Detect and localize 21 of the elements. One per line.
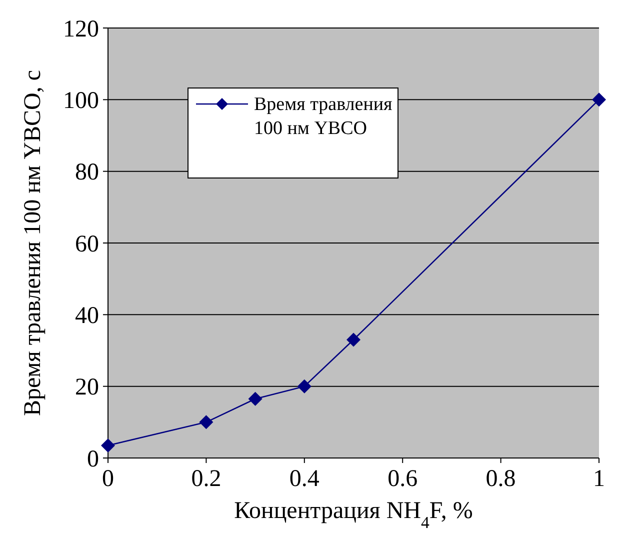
legend-label: Время травления 100 нм YBCO bbox=[254, 94, 393, 139]
y-tick-label: 40 bbox=[75, 303, 99, 330]
point bbox=[297, 379, 312, 394]
x-axis-title: Концентрация NH$_{4}$F, % bbox=[234, 498, 473, 532]
y-tick-label: 80 bbox=[75, 160, 99, 186]
x-tick-label: 0.8 bbox=[486, 466, 516, 492]
y-axis-title: Время травления 100 нм YBCO, с bbox=[20, 70, 46, 416]
y-tick-label: 0 bbox=[87, 446, 99, 472]
y-tick-label: 100 bbox=[63, 88, 99, 114]
point bbox=[199, 415, 214, 430]
point bbox=[346, 332, 360, 347]
x-tick-label: 0.4 bbox=[289, 466, 320, 492]
y-tick-label: 60 bbox=[75, 231, 99, 258]
x-tick-label: 0.2 bbox=[191, 466, 222, 492]
point bbox=[248, 392, 262, 406]
point bbox=[592, 92, 606, 107]
x-tick-label: 0.6 bbox=[388, 466, 418, 492]
x-tick-label: 1 bbox=[593, 466, 605, 492]
y-tick-label: 20 bbox=[75, 374, 99, 401]
y-tick-label: 120 bbox=[63, 16, 99, 42]
point bbox=[101, 438, 115, 452]
